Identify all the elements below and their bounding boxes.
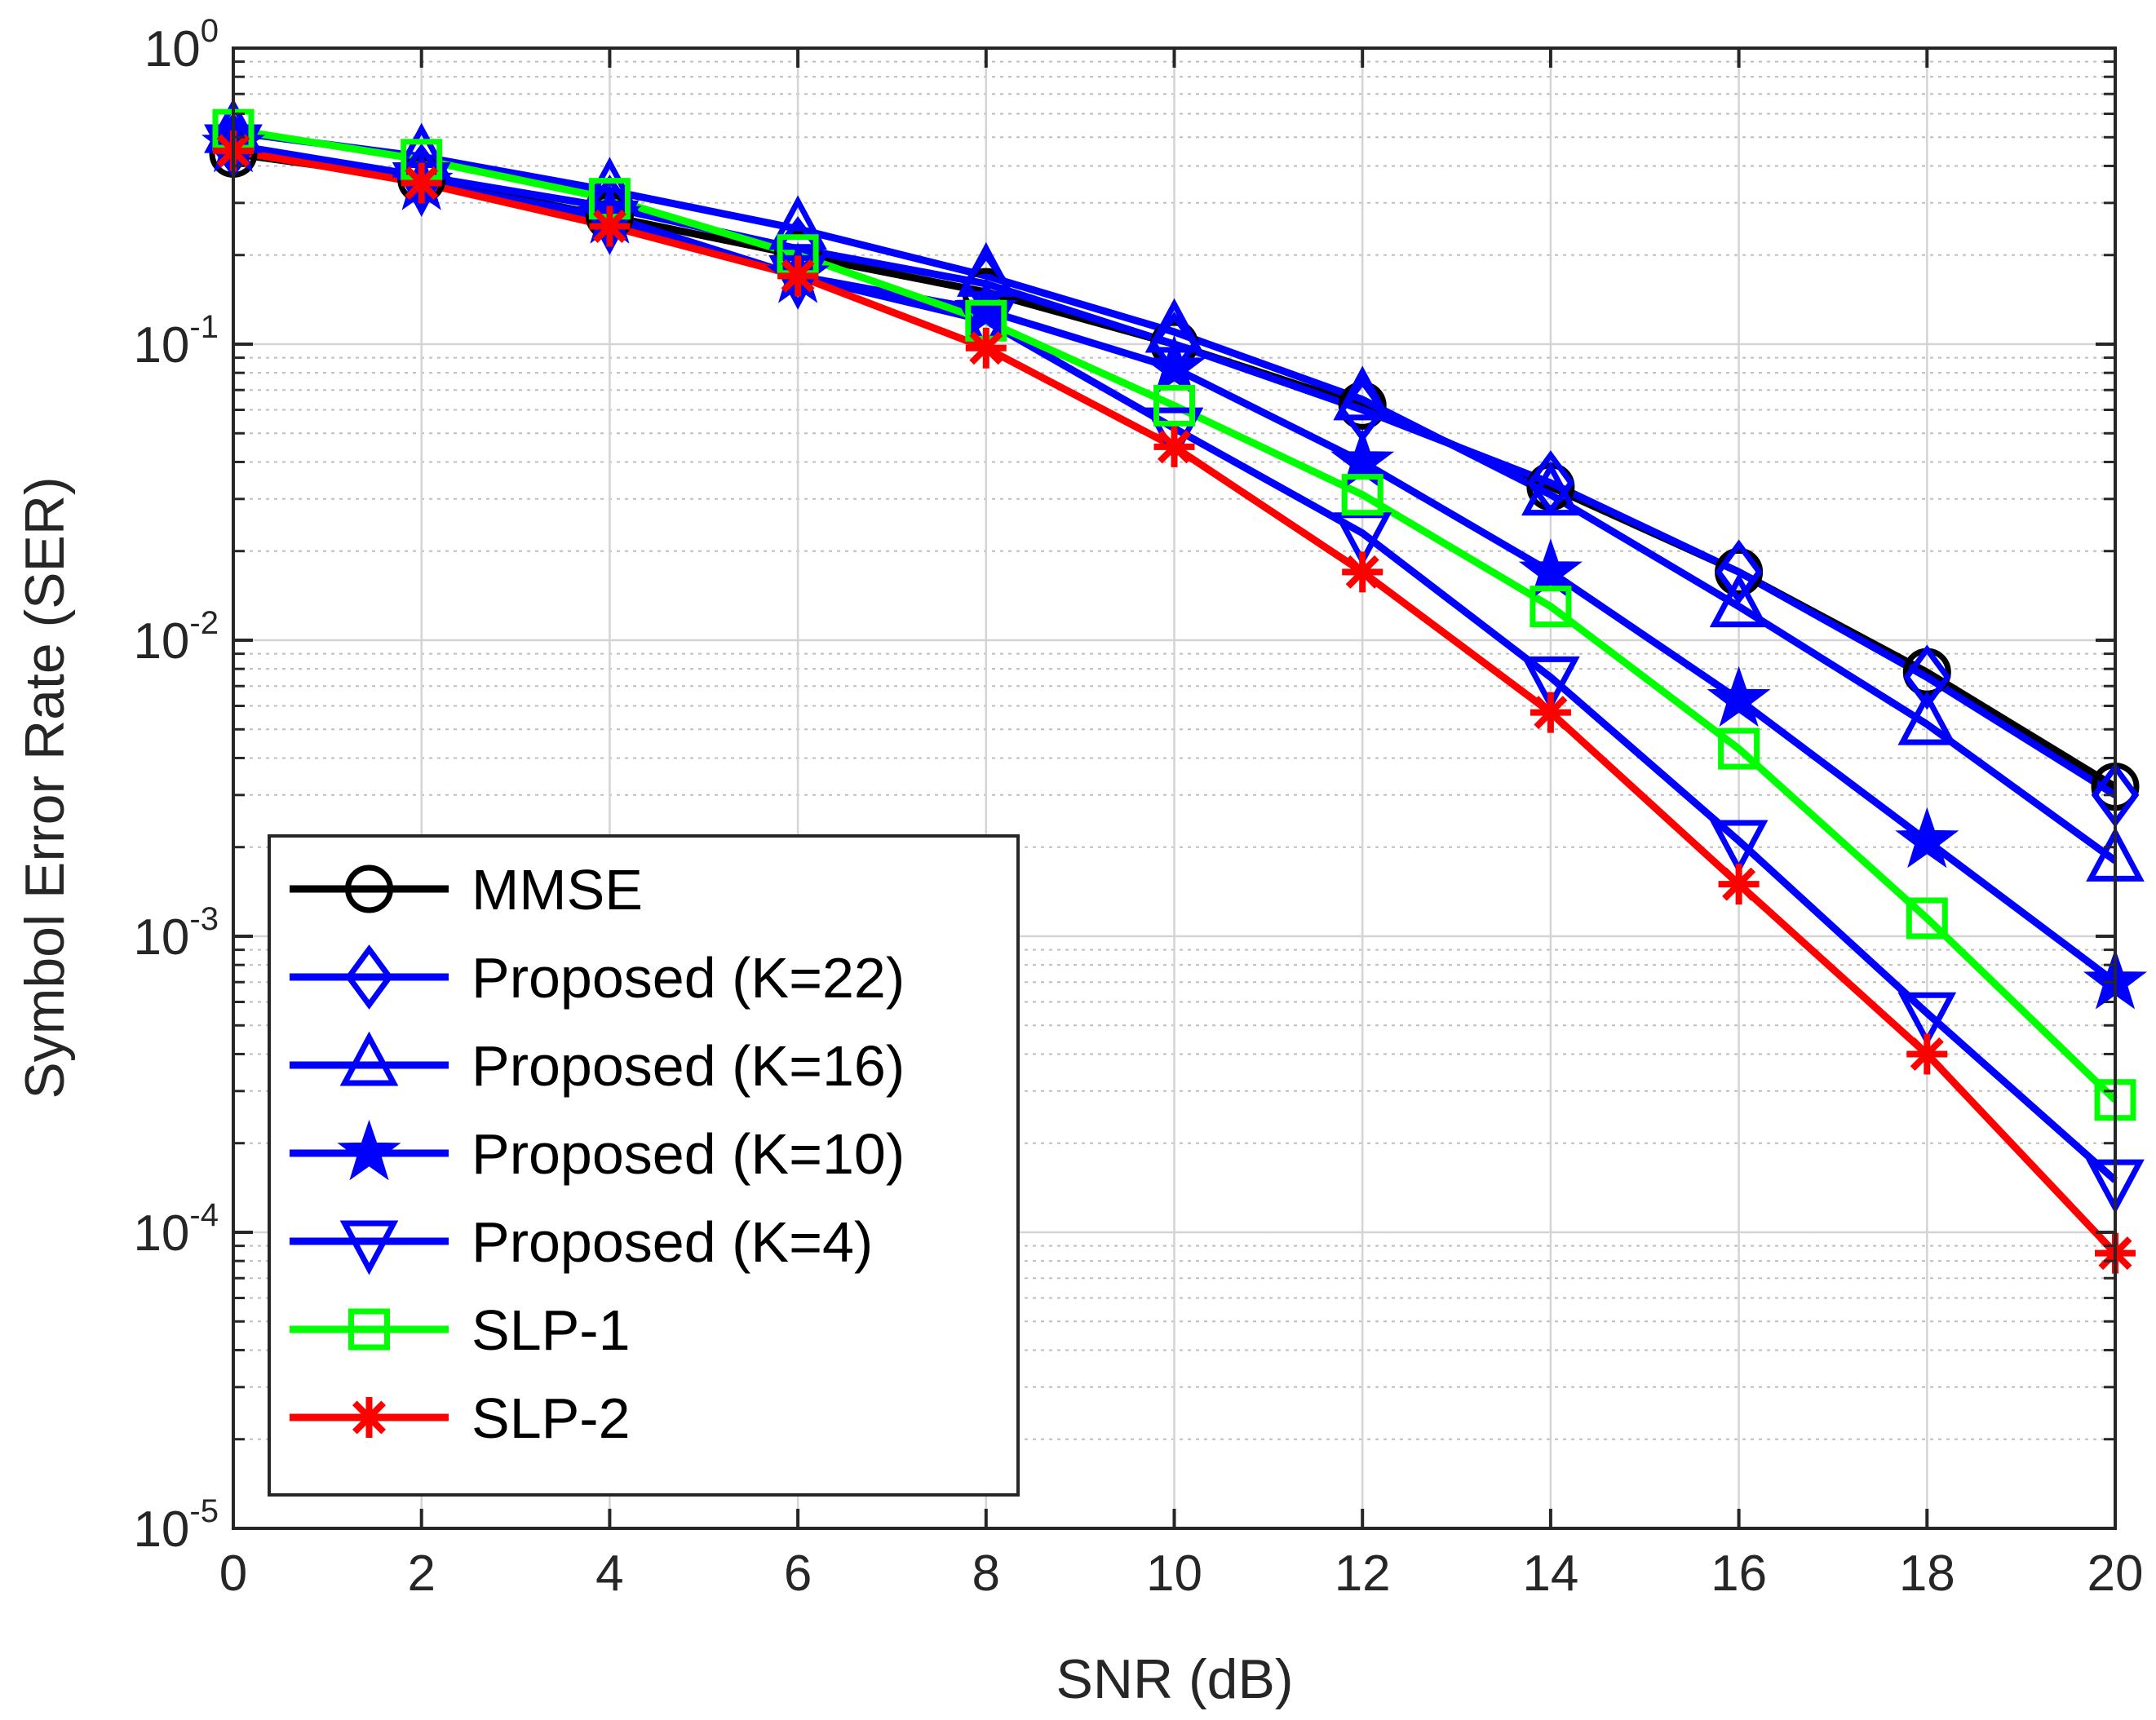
y-tick-label: 10-5 — [133, 1493, 219, 1558]
x-tick-label: 10 — [1146, 1545, 1202, 1602]
data-point — [401, 162, 442, 204]
axis-ticks — [232, 46, 2117, 1530]
data-point — [1153, 426, 1195, 467]
data-point — [1521, 461, 1580, 516]
data-point — [777, 255, 819, 297]
legend-box — [268, 834, 1020, 1497]
legend-marker — [345, 944, 393, 1010]
legend-label: MMSE — [471, 858, 643, 922]
legend: MMSE Proposed (K=22) Proposed (K=16) Propos… — [268, 834, 1020, 1497]
y-tick-label: 10-4 — [133, 1197, 219, 1262]
legend-label: SLP-2 — [471, 1386, 631, 1450]
data-point — [1897, 690, 1957, 745]
data-point — [1718, 727, 1760, 770]
data-point — [1333, 365, 1392, 421]
x-tick-label: 18 — [1899, 1545, 1955, 1602]
data-point — [1718, 864, 1760, 905]
data-point — [1342, 551, 1383, 593]
series-line — [232, 128, 2118, 864]
data-point — [1518, 538, 1583, 599]
legend-marker — [348, 1308, 390, 1351]
legend-label: Proposed (K=10) — [471, 1122, 905, 1186]
x-tick-label: 6 — [784, 1545, 812, 1602]
series-markers — [201, 98, 2148, 1274]
data-point — [1709, 573, 1769, 628]
legend-label: SLP-1 — [471, 1298, 631, 1362]
data-point — [1906, 1033, 1948, 1075]
y-tick-label: 100 — [144, 13, 219, 77]
data-point — [1341, 474, 1383, 516]
legend-entry: Proposed (K=10) — [290, 1119, 905, 1186]
legend-marker — [345, 864, 393, 913]
data-point — [1530, 692, 1571, 733]
legend-entry: MMSE — [290, 858, 643, 922]
legend-entry: SLP-2 — [290, 1386, 631, 1450]
data-point — [1897, 992, 1957, 1047]
x-tick-label: 0 — [219, 1545, 247, 1602]
legend-entry: Proposed (K=22) — [290, 944, 905, 1010]
series-line — [232, 126, 2118, 1103]
x-tick-label: 2 — [407, 1545, 435, 1602]
legend-label: Proposed (K=4) — [471, 1210, 873, 1274]
data-point — [1902, 644, 1951, 710]
data-point — [1521, 656, 1580, 711]
y-axis-title: Symbol Error Rate (SER) — [14, 476, 76, 1099]
x-tick-label: 20 — [2087, 1545, 2144, 1602]
legend-label: Proposed (K=16) — [471, 1034, 905, 1098]
data-point — [965, 327, 1007, 369]
data-point — [1895, 807, 1959, 869]
x-tick-labels: 0 2 4 6 8 10 12 14 16 18 20 — [219, 1545, 2144, 1602]
y-tick-label: 10-3 — [133, 901, 219, 966]
legend-marker — [339, 1220, 399, 1276]
legend-entry: SLP-1 — [290, 1298, 631, 1362]
data-point — [589, 206, 631, 247]
x-tick-label: 8 — [972, 1545, 1000, 1602]
data-point — [1715, 539, 1763, 605]
x-axis-title: SNR (dB) — [1056, 1648, 1294, 1710]
data-point — [1707, 665, 1771, 727]
y-tick-label: 10-1 — [133, 309, 219, 374]
legend-label: Proposed (K=22) — [471, 946, 905, 1010]
x-tick-label: 16 — [1711, 1545, 1767, 1602]
x-tick-label: 4 — [595, 1545, 623, 1602]
x-tick-label: 12 — [1335, 1545, 1391, 1602]
legend-marker — [337, 1119, 401, 1181]
legend-entry: Proposed (K=4) — [290, 1210, 873, 1276]
legend-marker — [339, 1031, 399, 1086]
data-point — [1530, 586, 1572, 628]
data-point — [1153, 384, 1195, 427]
y-tick-labels: 100 10-1 10-2 10-3 10-4 10-5 — [133, 13, 219, 1558]
data-point — [1709, 820, 1769, 875]
legend-entry: Proposed (K=16) — [290, 1031, 905, 1098]
legend-marker — [348, 1397, 390, 1438]
data-point — [1142, 334, 1206, 396]
x-tick-label: 14 — [1522, 1545, 1578, 1602]
y-tick-label: 10-2 — [133, 605, 219, 670]
data-point — [1906, 897, 1948, 940]
